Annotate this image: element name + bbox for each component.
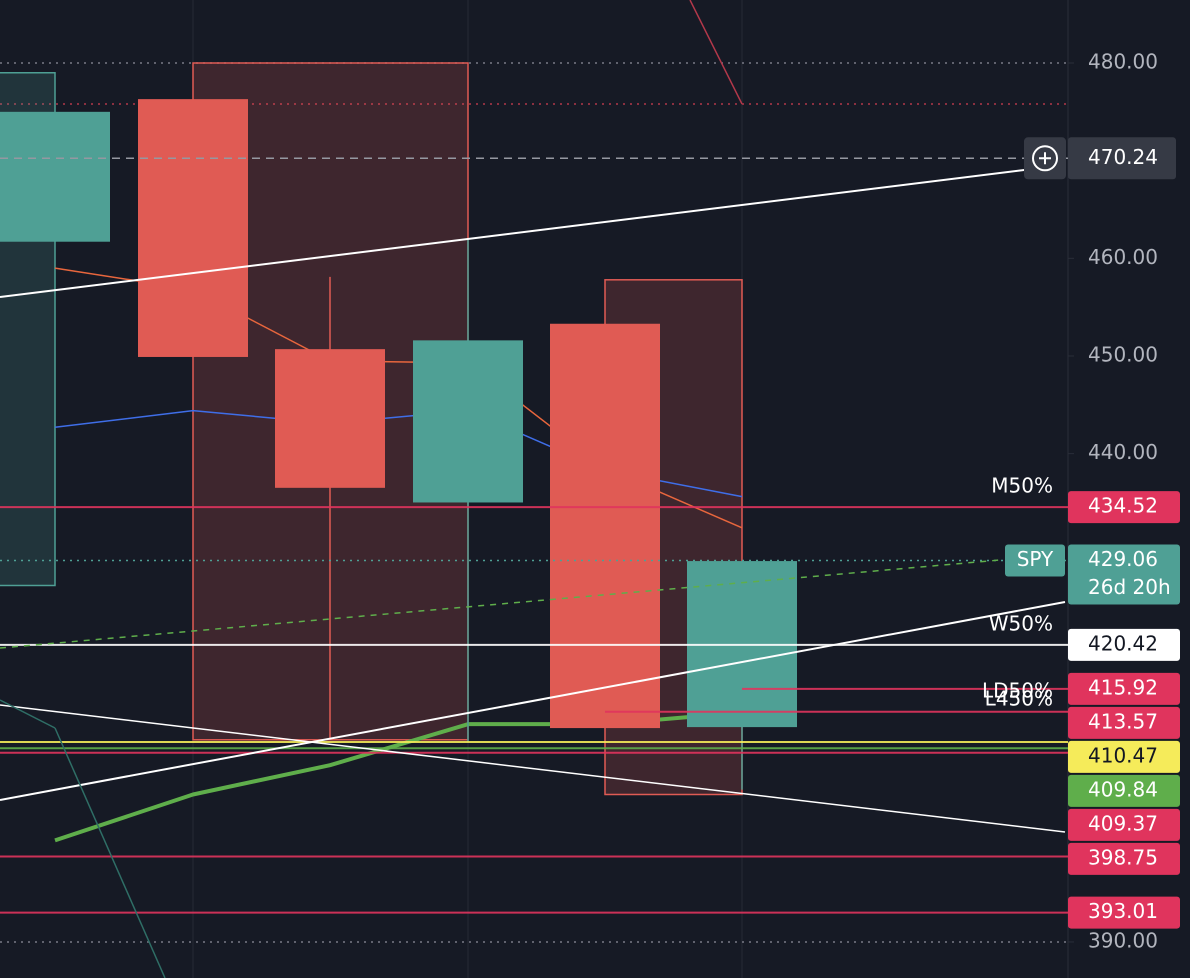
crosshair-label-bg <box>1068 137 1176 180</box>
countdown-label: 26d 20h <box>1088 575 1171 599</box>
level-label-bg <box>1068 774 1180 807</box>
level-label: 420.42 <box>1088 631 1158 655</box>
candle-body <box>138 99 248 357</box>
plot <box>0 62 1068 943</box>
level-label-bg <box>1068 628 1180 661</box>
y-tick-label: 440.00 <box>1088 440 1158 464</box>
level-label: 393.01 <box>1088 899 1158 923</box>
level-tag: W50% <box>989 611 1053 635</box>
y-tick-label: 480.00 <box>1088 49 1158 73</box>
crosshair-label: 470.24 <box>1088 145 1158 169</box>
trend-line <box>54 727 166 978</box>
crosshair-icon[interactable] <box>1032 145 1058 172</box>
level-label: 415.92 <box>1088 675 1158 699</box>
level-tag: L450% <box>985 686 1053 710</box>
candle-body <box>413 340 523 503</box>
trend-line <box>0 167 1041 298</box>
level-tag: LD50% <box>982 678 1053 702</box>
trend-line <box>0 601 1066 801</box>
level-label-bg <box>1068 491 1180 524</box>
level-label-bg <box>1068 672 1180 705</box>
symbol-tag: SPY <box>1017 547 1054 571</box>
trend-line <box>0 704 1066 833</box>
y-tick-label: 460.00 <box>1088 245 1158 269</box>
level-label-bg <box>1068 842 1180 875</box>
crosshair-icon-plus[interactable] <box>1039 152 1051 165</box>
level-label-bg <box>1068 544 1180 605</box>
level-label: 409.84 <box>1088 777 1158 801</box>
candle-body <box>550 323 660 729</box>
trend-line <box>0 699 56 729</box>
level-label-bg <box>1068 808 1180 841</box>
drawings <box>0 0 1066 978</box>
level-label: 410.47 <box>1088 743 1158 767</box>
candle-body <box>275 349 385 488</box>
level-label-bg <box>1068 706 1180 739</box>
level-label: 409.37 <box>1088 811 1158 835</box>
level-label-bg <box>1068 740 1180 773</box>
level-label-bg <box>1068 896 1180 929</box>
candle-body <box>0 111 110 242</box>
y-tick-label: 450.00 <box>1088 342 1158 366</box>
level-label: 413.57 <box>1088 709 1158 733</box>
trend-line <box>689 0 743 105</box>
symbol-tag-bg <box>1005 544 1065 577</box>
level-label: 434.52 <box>1088 494 1158 518</box>
level-label: 398.75 <box>1088 845 1158 869</box>
level-tag: M50% <box>991 474 1053 498</box>
level-label: 429.06 <box>1088 547 1158 571</box>
y-tick-label: 390.00 <box>1088 928 1158 952</box>
price-axis: 480.00 460.00 450.00 440.00 390.00 470.24 434.… <box>982 49 1180 952</box>
